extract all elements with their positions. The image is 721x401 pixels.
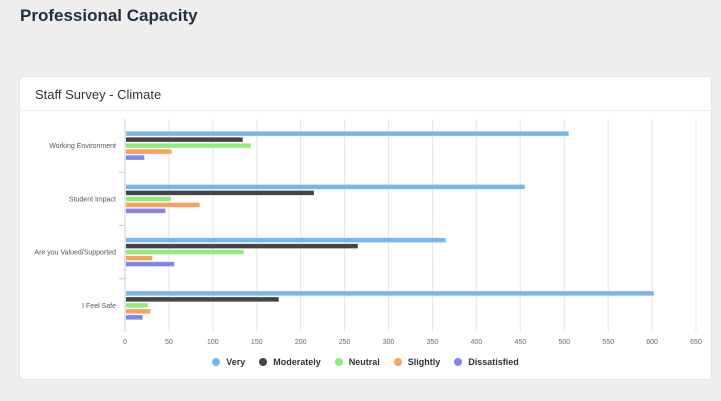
legend-label: Dissatisfied (468, 357, 519, 367)
bar-slightly (126, 309, 151, 314)
x-tick-label: 100 (207, 339, 219, 346)
x-tick-label: 450 (514, 339, 526, 346)
bar-chart: 0 50 100 150 200 250 300 350 400 450 500 550 600 650 W… (34, 119, 702, 346)
x-tick-label: 550 (602, 339, 614, 346)
x-tick-label: 150 (251, 339, 263, 346)
y-category-label: I Feel Safe (82, 303, 116, 310)
legend-label: Neutral (348, 357, 380, 367)
legend-dot-icon (454, 358, 463, 366)
legend-item-very[interactable]: Very (212, 357, 245, 367)
x-tick-label: 300 (383, 339, 395, 346)
bar-very (126, 237, 446, 243)
bar-moderately (126, 137, 243, 142)
bar-neutral (126, 196, 171, 202)
bar-neutral (126, 143, 251, 148)
x-tick-label: 200 (295, 339, 307, 346)
legend-label: Moderately (273, 357, 321, 367)
bar-slightly (126, 202, 200, 208)
legend-label: Very (226, 357, 246, 367)
legend-item-moderately[interactable]: Moderately (259, 357, 321, 367)
bar-moderately (126, 190, 314, 196)
legend-dot-icon (259, 358, 268, 366)
bar-moderately (126, 297, 279, 302)
x-tick-label: 600 (646, 339, 658, 346)
legend-dot-icon (393, 358, 402, 366)
y-category-label: Student Impact (69, 196, 116, 203)
bar-neutral (126, 249, 244, 255)
legend-label: Slightly (407, 357, 441, 367)
x-tick-label: 250 (339, 339, 351, 346)
chart-card: Staff Survey - Climate 0 50 100 150 200 250 30… (20, 77, 711, 379)
bar-dissatisfied (126, 155, 145, 160)
x-tick-label: 50 (165, 339, 173, 346)
bar-dissatisfied (126, 208, 166, 214)
bar-very (126, 184, 525, 190)
card-divider (20, 110, 711, 111)
bar-moderately (126, 243, 358, 249)
bar-dissatisfied (126, 315, 143, 320)
x-tick-label: 400 (471, 339, 483, 346)
bar-slightly (126, 255, 153, 261)
bar-neutral (126, 303, 148, 308)
legend-dot-icon (334, 358, 343, 366)
y-category-label: Working Environment (49, 143, 116, 150)
x-tick-label: 650 (690, 339, 702, 346)
legend-item-neutral[interactable]: Neutral (334, 357, 380, 367)
y-category-label: Are you Valued/Supported (34, 250, 116, 257)
x-tick-label: 350 (427, 339, 439, 346)
page-title: Professional Capacity (20, 6, 198, 25)
legend-item-slightly[interactable]: Slightly (393, 357, 441, 367)
x-tick-label: 0 (123, 339, 127, 346)
x-tick-label: 500 (558, 339, 570, 346)
bar-very (126, 131, 569, 136)
legend-item-dissatisfied[interactable]: Dissatisfied (454, 357, 519, 367)
chart-legend: Very Moderately Neutral Slightly Dissatisfie… (20, 357, 711, 367)
bar-slightly (126, 149, 172, 154)
bar-dissatisfied (126, 261, 175, 267)
chart-title: Staff Survey - Climate (35, 87, 162, 102)
legend-dot-icon (212, 358, 221, 366)
bar-very (126, 291, 654, 296)
